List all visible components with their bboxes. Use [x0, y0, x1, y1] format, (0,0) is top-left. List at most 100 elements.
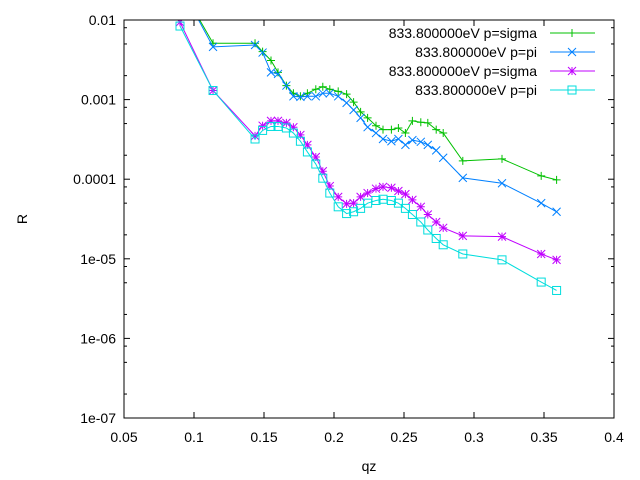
- y-axis-label: R: [14, 214, 30, 224]
- data-point: [349, 105, 358, 115]
- data-point: [372, 121, 380, 130]
- data-point: [423, 118, 432, 127]
- x-tick-label: 0.15: [250, 429, 277, 445]
- data-point: [438, 153, 448, 163]
- legend-label: 833.800000eV p=pi: [415, 44, 537, 60]
- data-point: [333, 202, 343, 212]
- data-point: [325, 88, 335, 98]
- data-point: [363, 122, 372, 132]
- data-point: [394, 134, 403, 144]
- data-point: [282, 118, 291, 128]
- data-point: [274, 68, 282, 77]
- data-point: [416, 118, 425, 127]
- data-point: [401, 140, 410, 150]
- data-point: [250, 134, 260, 144]
- data-point: [325, 188, 335, 198]
- data-point: [333, 192, 343, 202]
- data-point: [349, 207, 359, 217]
- legend-marker: [567, 85, 577, 95]
- data-point: [431, 233, 441, 243]
- data-point: [378, 134, 388, 144]
- y-tick-label: 1e-06: [80, 330, 116, 346]
- legend: 833.800000eV p=sigma 833.800000eV p=pi 833…: [389, 25, 595, 98]
- data-point: [438, 223, 448, 233]
- data-point: [342, 209, 352, 219]
- series-2: [175, 20, 561, 265]
- data-point: [387, 125, 396, 134]
- data-point: [349, 98, 358, 107]
- data-point: [318, 82, 327, 91]
- plot-frame: [123, 19, 615, 419]
- plot-area: [175, 20, 562, 295]
- data-point: [536, 249, 546, 259]
- data-point: [393, 198, 403, 208]
- legend-label: 833.800000eV p=sigma: [389, 25, 537, 41]
- data-point: [408, 116, 417, 125]
- x-axis-label: qz: [362, 458, 377, 474]
- data-point: [416, 217, 426, 227]
- y-tick-label: 0.01: [89, 12, 116, 28]
- data-point: [400, 203, 410, 213]
- data-point: [251, 39, 260, 48]
- data-point: [342, 98, 351, 108]
- legend-label: 833.800000eV p=pi: [415, 82, 537, 98]
- data-point: [281, 123, 291, 133]
- data-point: [552, 175, 561, 184]
- x-tick-label: 0.1: [184, 429, 204, 445]
- series-3: [175, 21, 562, 295]
- data-point: [282, 81, 291, 90]
- data-point: [356, 107, 365, 116]
- data-point: [536, 198, 546, 208]
- data-point: [208, 42, 218, 52]
- data-point: [295, 136, 305, 146]
- data-point: [552, 285, 562, 295]
- data-point: [334, 87, 343, 96]
- data-point: [497, 232, 507, 241]
- data-point: [431, 217, 441, 227]
- data-point: [273, 69, 283, 79]
- data-point: [394, 186, 403, 196]
- data-point: [536, 277, 546, 287]
- data-point: [497, 178, 507, 188]
- y-tick-label: 0.0001: [73, 171, 116, 187]
- data-point: [416, 137, 426, 147]
- data-point: [423, 225, 433, 235]
- x-tick-label: 0.3: [464, 429, 484, 445]
- data-point: [537, 171, 546, 180]
- data-point: [311, 91, 321, 101]
- x-tick-label: 0.05: [110, 429, 137, 445]
- data-point: [303, 91, 312, 101]
- y-tick-label: 1e-05: [80, 251, 116, 267]
- data-point: [497, 255, 507, 265]
- data-point: [342, 199, 351, 209]
- data-point: [387, 183, 396, 193]
- data-point: [458, 173, 468, 183]
- legend-label: 833.800000eV p=sigma: [389, 63, 537, 79]
- x-tick-label: 0.4: [604, 429, 624, 445]
- x-tick-label: 0.35: [530, 429, 557, 445]
- data-point: [288, 128, 298, 138]
- data-point: [498, 154, 506, 163]
- data-point: [552, 207, 561, 217]
- data-point: [423, 210, 433, 219]
- data-point: [458, 249, 468, 259]
- data-point: [318, 173, 328, 183]
- data-point: [250, 40, 260, 50]
- data-point: [363, 188, 372, 198]
- data-point: [333, 91, 343, 101]
- x-tick-label: 0.25: [390, 429, 417, 445]
- data-point: [208, 86, 218, 96]
- data-point: [379, 125, 387, 134]
- data-point: [311, 85, 320, 94]
- data-point: [371, 196, 381, 206]
- data-point: [302, 147, 312, 157]
- data-point: [356, 113, 365, 123]
- data-point: [311, 159, 321, 169]
- data-point: [289, 91, 298, 101]
- data-point: [342, 90, 351, 99]
- data-point: [250, 131, 260, 141]
- data-point: [266, 121, 276, 131]
- data-point: [408, 135, 417, 145]
- data-point: [432, 125, 441, 134]
